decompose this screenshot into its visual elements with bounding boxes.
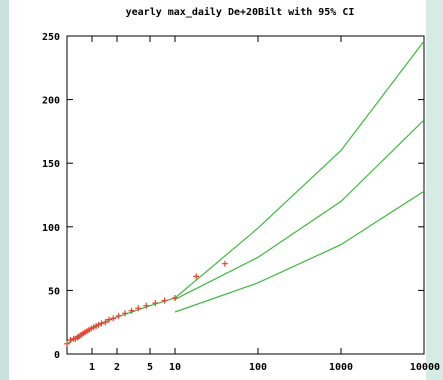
data-point	[221, 260, 228, 267]
data-point	[102, 319, 109, 326]
ci-line	[174, 119, 425, 300]
data-point	[152, 300, 159, 307]
data-point	[135, 305, 142, 312]
x-tick-label: 2	[114, 362, 120, 373]
data-point	[128, 307, 135, 314]
series-layer	[64, 40, 425, 347]
x-tick-label: 5	[147, 362, 153, 373]
data-point	[95, 321, 102, 328]
y-tick-label: 200	[42, 96, 60, 107]
y-tick-label: 0	[54, 350, 60, 361]
chart-title: yearly max_daily De+20Bilt with 95% CI	[126, 6, 355, 18]
data-point	[64, 340, 70, 347]
y-tick-label: 250	[42, 32, 60, 43]
x-tick-label: 10000	[410, 362, 440, 373]
data-point	[115, 312, 122, 319]
y-tick-label: 150	[42, 159, 60, 170]
data-point	[105, 316, 112, 323]
ci-line	[66, 40, 425, 345]
data-point	[98, 320, 105, 327]
data-point	[171, 295, 178, 302]
y-tick-label: 100	[42, 223, 60, 234]
x-tick-label: 1	[89, 362, 95, 373]
data-point	[161, 297, 168, 304]
axis-ticks: 0 50 100 150 200 250 1 2 5 10 100 1000 10000	[42, 32, 440, 373]
data-point	[143, 302, 150, 309]
ci-line	[174, 190, 425, 313]
data-point	[67, 337, 74, 344]
x-tick-label: 10	[169, 362, 181, 373]
right-edge	[426, 0, 443, 380]
x-tick-label: 100	[249, 362, 267, 373]
data-point	[122, 310, 129, 317]
plot-panel	[9, 0, 443, 380]
x-tick-label: 1000	[329, 362, 353, 373]
data-point	[110, 315, 117, 322]
y-tick-label: 50	[48, 286, 60, 297]
plot-frame	[66, 35, 425, 355]
data-point	[193, 273, 200, 280]
